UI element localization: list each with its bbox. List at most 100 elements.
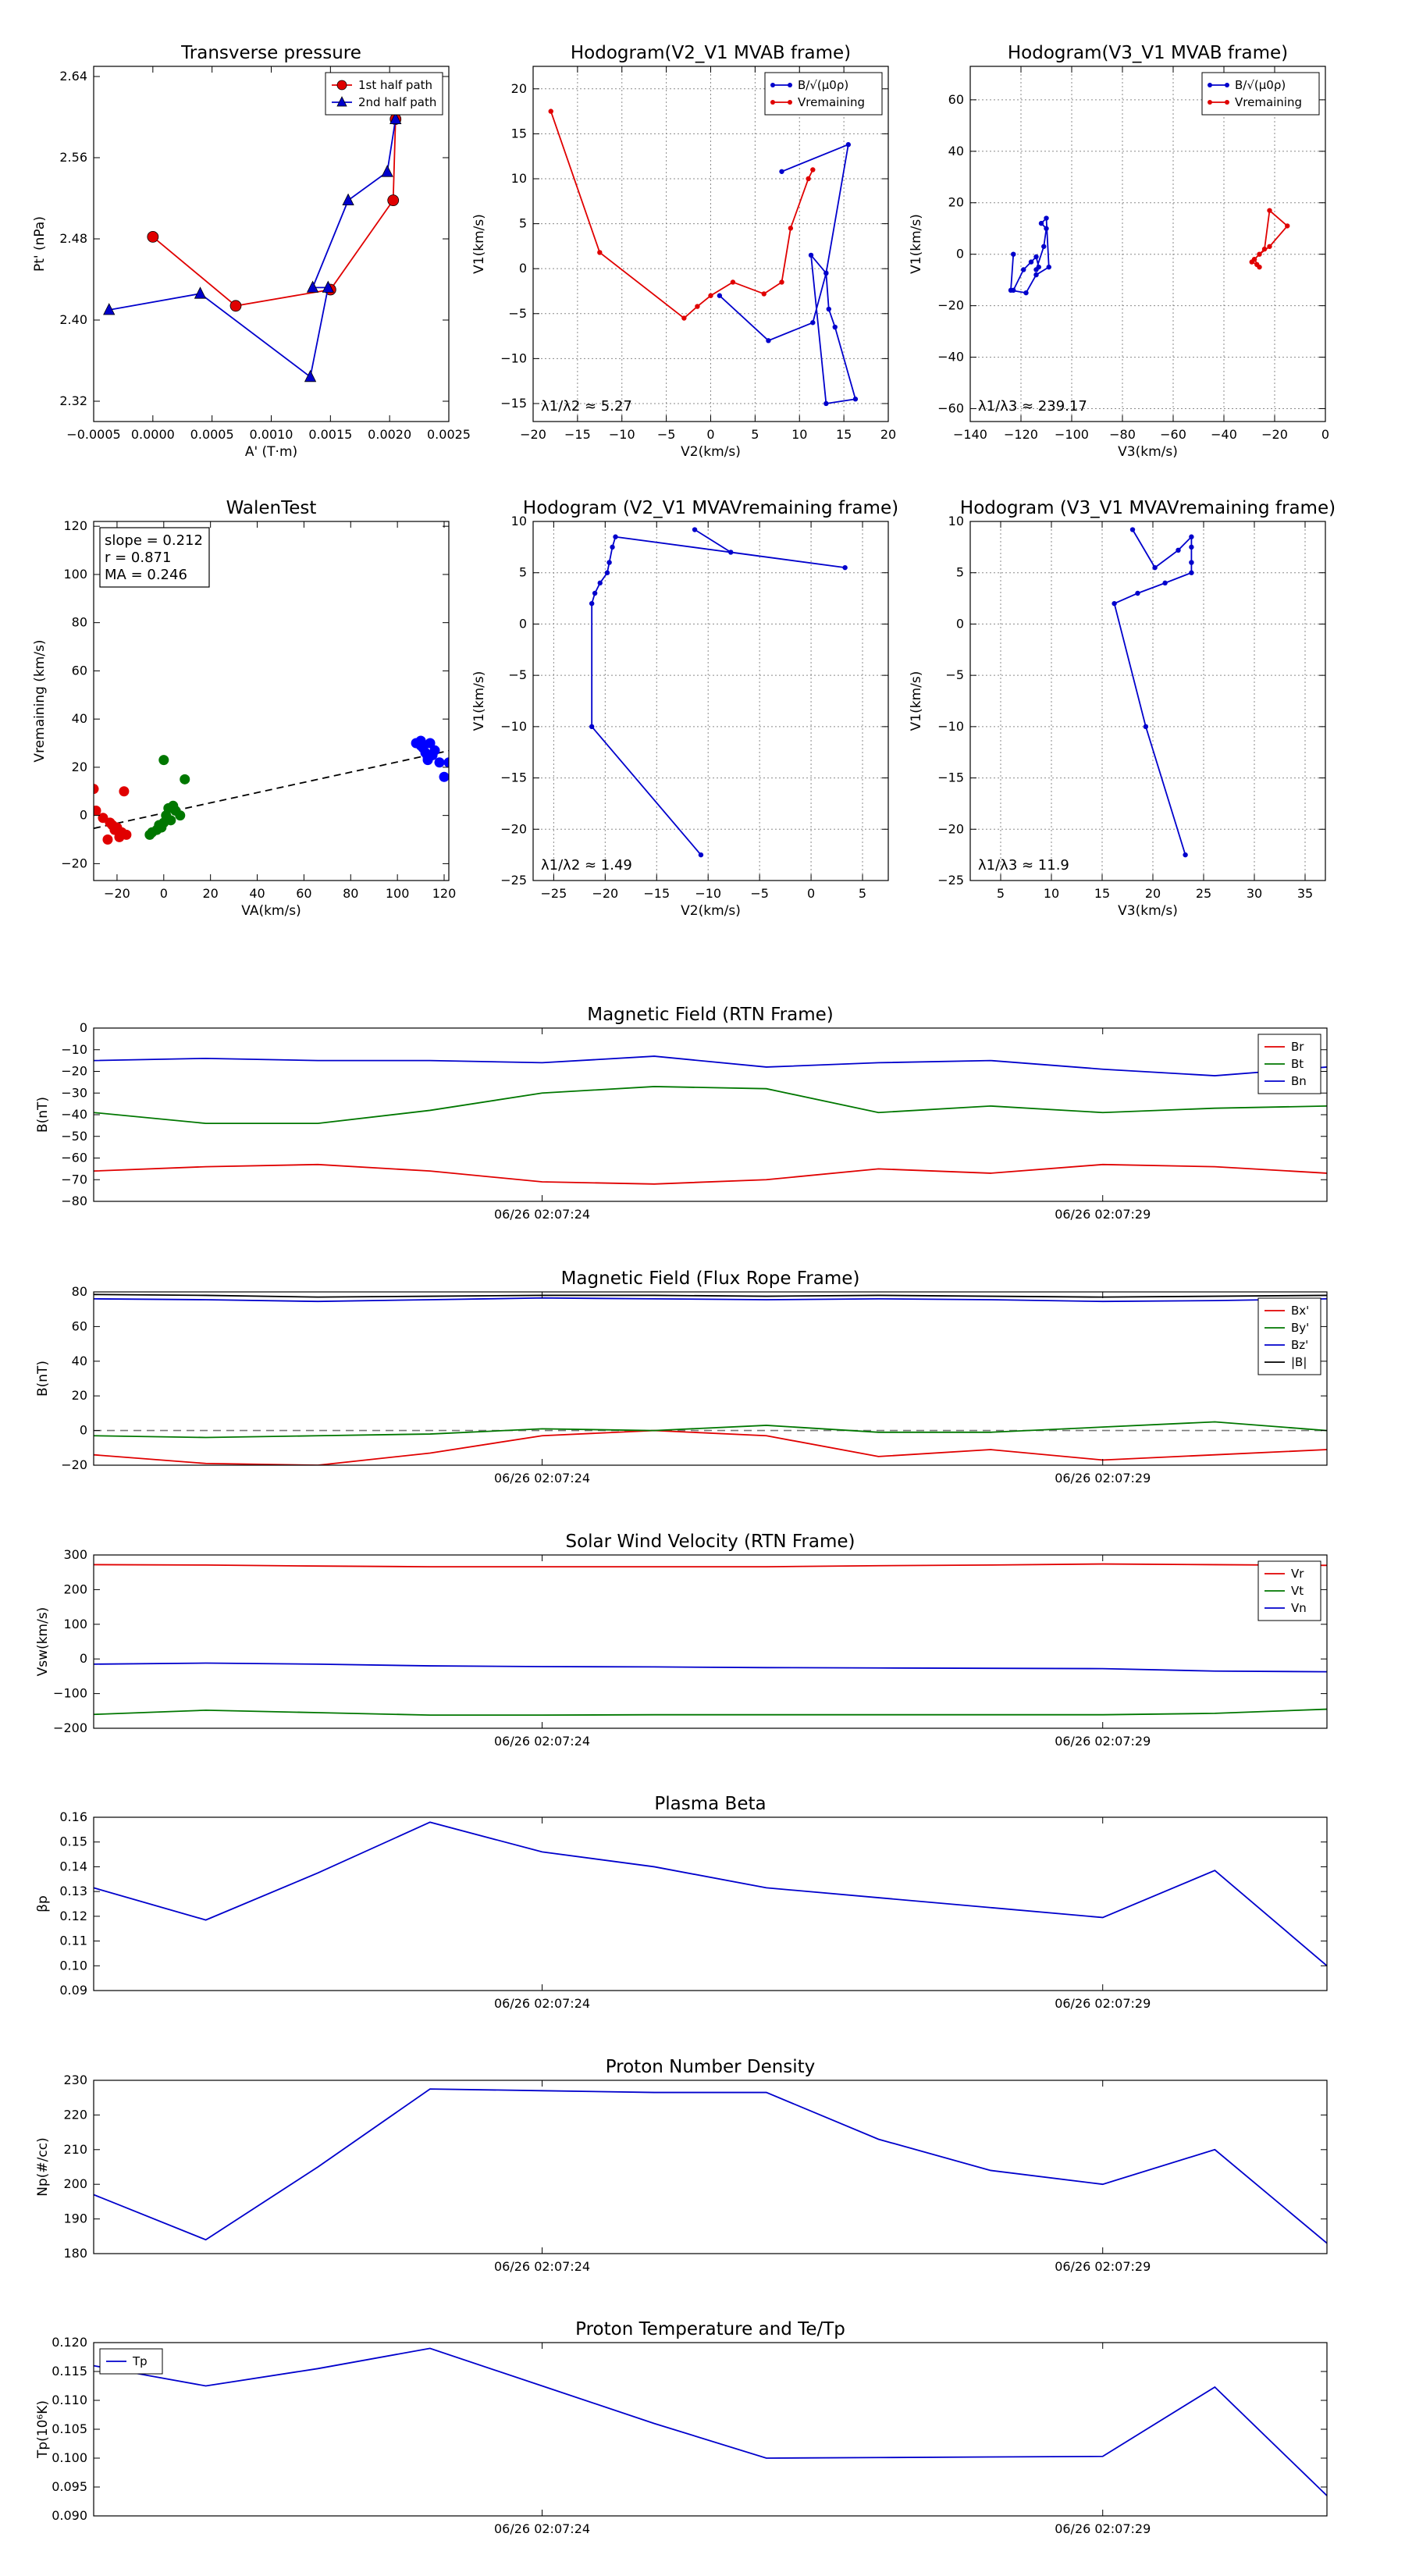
y-tick-label: 0.13 — [59, 1884, 87, 1898]
legend: Br Bt Bn — [1257, 1034, 1321, 1094]
x-tick-label: −5 — [657, 427, 676, 442]
plot-frame — [93, 521, 450, 881]
data-point — [1261, 246, 1268, 252]
plot-area — [94, 2347, 1327, 2496]
data-point — [597, 250, 603, 255]
data-point — [1189, 570, 1194, 575]
x-tick-label: 0.0005 — [190, 427, 234, 442]
legend-label: Tp — [132, 2354, 148, 2368]
data-point — [1033, 254, 1039, 260]
y-tick-label: −10 — [500, 719, 527, 734]
plot-area — [94, 1821, 1327, 1966]
data-point — [808, 252, 814, 258]
data-point — [1023, 290, 1029, 296]
y-axis-label: V1(km/s) — [471, 671, 487, 731]
plot-frame — [93, 1291, 1328, 1466]
y-tick-label: 0.100 — [52, 2450, 87, 2465]
data-point — [728, 550, 734, 555]
chart-h2: −140 −120 −100 −80 −60 −40 −20 0 −60 −40 −20 0 20 40 6… — [909, 43, 1329, 460]
y-tick-label: −70 — [61, 1172, 87, 1187]
y-tick-label: 220 — [63, 2107, 87, 2122]
data-point — [589, 600, 595, 607]
y-tick-label: −30 — [61, 1085, 87, 1100]
series-line-tp2-0 — [94, 2347, 1327, 2496]
plot-frame — [93, 1027, 1328, 1202]
stats-line: MA = 0.246 — [105, 567, 187, 583]
data-point — [610, 544, 615, 550]
data-point — [1267, 244, 1272, 249]
legend-label: 2nd half path — [358, 95, 436, 109]
y-tick-label: −20 — [937, 298, 964, 313]
data-point — [766, 338, 771, 343]
y-axis-label: B(nT) — [35, 1361, 51, 1397]
data-point — [94, 805, 101, 816]
y-tick-label: −5 — [508, 667, 527, 682]
legend: B/√(μ0ρ) Vremaining — [764, 72, 883, 116]
plot-area — [94, 735, 449, 845]
y-tick-label: −15 — [500, 396, 527, 411]
data-point — [147, 230, 159, 243]
data-point — [422, 755, 433, 766]
plot-area — [94, 1563, 1327, 1717]
data-point — [121, 829, 132, 840]
series-line-mag_rtn-0 — [94, 1163, 1327, 1185]
legend-marker — [336, 96, 347, 107]
x-tick-label: 25 — [1196, 886, 1211, 901]
data-point — [1257, 264, 1262, 270]
x-tick-label: 0.0020 — [368, 427, 411, 442]
plot-area — [103, 112, 402, 382]
data-point — [306, 280, 319, 293]
y-axis-label: B(nT) — [35, 1097, 51, 1133]
y-axis-label: V1(km/s) — [471, 214, 487, 274]
data-point — [1038, 220, 1044, 226]
legend-marker — [336, 80, 347, 91]
data-point — [229, 300, 242, 312]
data-point — [1176, 547, 1181, 553]
y-tick-label: 300 — [63, 1547, 87, 1562]
y-tick-label: 10 — [948, 514, 964, 528]
chart-title: Hodogram(V2_V1 MVAB frame) — [571, 43, 851, 63]
chart-title: Hodogram (V2_V1 MVAVremaining frame) — [523, 498, 898, 518]
data-point — [175, 810, 186, 821]
series-line-beta-0 — [94, 1821, 1327, 1966]
series-line-mag_fr-3 — [94, 1293, 1327, 1298]
data-point — [779, 169, 784, 174]
stats-box — [99, 527, 210, 588]
x-tick-label: 0 — [160, 886, 168, 901]
data-point — [1267, 208, 1272, 213]
y-tick-label: 20 — [72, 760, 87, 774]
y-tick-label: 0 — [956, 616, 964, 631]
chart-title: Hodogram(V3_V1 MVAB frame) — [1008, 43, 1288, 63]
x-tick-label: 0.0000 — [131, 427, 175, 442]
eigen-ratio-annotation: λ1/λ2 ≈ 1.49 — [541, 857, 632, 873]
data-point — [832, 324, 838, 330]
legend: Vr Vt Vn — [1257, 1560, 1321, 1621]
data-point — [788, 226, 794, 231]
y-tick-label: −50 — [61, 1129, 87, 1144]
data-point — [1189, 544, 1194, 550]
y-tick-label: 10 — [511, 514, 527, 528]
chart-title: Solar Wind Velocity (RTN Frame) — [565, 1532, 855, 1552]
data-point — [425, 738, 436, 749]
y-tick-label: 180 — [63, 2246, 87, 2261]
y-axis-label: V1(km/s) — [909, 214, 924, 274]
y-tick-label: 2.48 — [59, 231, 87, 246]
y-tick-label: 0.15 — [59, 1834, 87, 1849]
x-tick-label: 0.0025 — [427, 427, 471, 442]
data-point — [1041, 244, 1047, 249]
legend-marker — [1225, 100, 1229, 105]
data-point — [1183, 852, 1188, 858]
x-tick-label: −20 — [104, 886, 130, 901]
y-tick-label: −60 — [937, 401, 964, 416]
series-line-tp-0 — [152, 119, 397, 307]
data-point — [381, 165, 393, 177]
y-tick-label: −80 — [61, 1194, 87, 1208]
y-axis-label: Np(#/cc) — [35, 2137, 51, 2196]
x-tick-label: 06/26 02:07:29 — [1055, 2259, 1151, 2274]
x-tick-label: 20 — [880, 427, 896, 442]
data-point — [1021, 267, 1026, 272]
y-tick-label: 200 — [63, 1582, 87, 1596]
legend-label: Bn — [1291, 1074, 1307, 1088]
plot-frame — [93, 1816, 1328, 1991]
